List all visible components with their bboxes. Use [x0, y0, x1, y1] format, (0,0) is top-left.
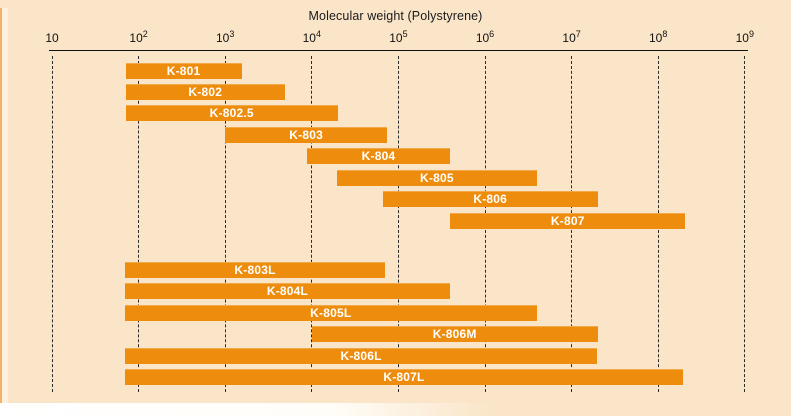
- range-bar-k-802: K-802: [125, 84, 285, 100]
- x-axis-line: [49, 50, 748, 51]
- bar-label: K-803: [289, 127, 323, 142]
- range-bar-k-801: K-801: [125, 62, 242, 79]
- range-bar-k-807l: K-807L: [124, 369, 684, 386]
- gridline-10e2: [138, 56, 140, 392]
- bar-label: K-804L: [266, 284, 309, 299]
- bar-label: K-805L: [310, 305, 352, 320]
- page-edge-stripe: [0, 8, 2, 406]
- gridline-10e9: [744, 56, 746, 392]
- gridline-10e4: [311, 56, 313, 392]
- bar-label: K-801: [166, 63, 201, 78]
- bar-label: K-806: [473, 192, 508, 207]
- bar-label: K-804: [361, 149, 396, 164]
- x-tick-label-10e5: 105: [389, 29, 408, 46]
- range-bar-k-806: K-806: [382, 191, 598, 208]
- bar-label: K-807: [550, 213, 585, 228]
- x-tick-label-10e2: 102: [129, 29, 148, 46]
- range-bar-k-805: K-805: [336, 169, 537, 186]
- gridline-10e1: [51, 56, 53, 392]
- page-bottom-edge: [0, 403, 791, 416]
- x-tick-label-10e9: 109: [735, 29, 754, 46]
- x-tick-label-10e4: 104: [302, 29, 321, 46]
- x-tick-label-10e3: 103: [216, 29, 235, 46]
- bar-label: K-806L: [340, 348, 382, 363]
- range-bar-k-803: K-803: [225, 126, 388, 143]
- x-tick-label-10e7: 107: [562, 29, 581, 46]
- bar-label: K-807L: [383, 370, 425, 385]
- x-tick-label-10e8: 108: [649, 29, 668, 46]
- range-bar-k-803l: K-803L: [124, 262, 386, 278]
- bar-label: K-806M: [432, 327, 477, 342]
- range-bar-k-806m: K-806M: [311, 326, 598, 343]
- range-bar-k-804: K-804: [306, 148, 451, 165]
- bar-label: K-805: [420, 170, 454, 185]
- range-bar-k-804l: K-804L: [124, 283, 451, 300]
- range-bar-k-802.5: K-802.5: [125, 105, 338, 122]
- range-bar-k-806l: K-806L: [124, 347, 598, 364]
- range-bar-k-805l: K-805L: [124, 304, 537, 321]
- x-tick-label-10e1: 10: [45, 31, 59, 45]
- bar-label: K-803L: [234, 263, 276, 277]
- bar-label: K-802: [188, 85, 223, 99]
- x-tick-label-10e6: 106: [475, 29, 495, 46]
- range-bar-k-807: K-807: [450, 212, 686, 229]
- bar-label: K-802.5: [209, 106, 254, 121]
- gridline-10e3: [224, 56, 226, 392]
- gridline-10e5: [397, 56, 399, 392]
- page-edge-band: [2, 8, 8, 406]
- chart-title: Molecular weight (Polystyrene): [308, 9, 483, 23]
